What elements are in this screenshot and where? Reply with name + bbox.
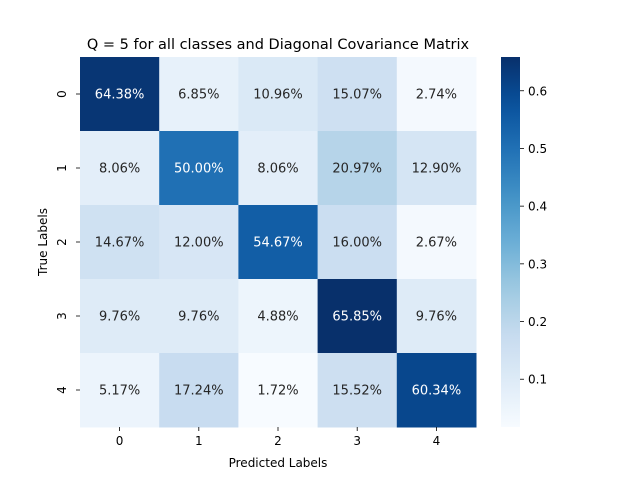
x-axis-label: Predicted Labels [229, 456, 328, 470]
cell-value-label: 2.67% [416, 236, 457, 251]
heatmap-cell [317, 57, 398, 132]
cell-value-label: 9.76% [178, 310, 219, 325]
heatmap-cell [159, 279, 239, 354]
heatmap-cell [396, 279, 477, 354]
heatmap-cell [80, 353, 160, 428]
cell-value-label: 8.06% [257, 162, 298, 177]
heatmap-cell [317, 279, 398, 354]
colorbar-tick-label: 0.5 [528, 142, 547, 156]
heatmap-cell [396, 205, 477, 280]
heatmap-cell [159, 57, 239, 132]
cell-value-label: 10.96% [253, 88, 303, 103]
cell-value-label: 64.38% [95, 88, 145, 103]
cell-value-label: 5.17% [99, 384, 140, 399]
y-tick-label: 3 [55, 312, 69, 320]
heatmap-cell [317, 131, 398, 206]
heatmap-cell [396, 131, 477, 206]
cell-value-label: 16.00% [332, 236, 382, 251]
cell-value-label: 15.07% [332, 88, 382, 103]
heatmap-cell [238, 279, 319, 354]
heatmap-cell [396, 353, 477, 428]
heatmap-cell [317, 353, 398, 428]
colorbar-tick-label: 0.6 [528, 84, 547, 98]
colorbar-tick-label: 0.1 [528, 373, 547, 387]
heatmap-cell [238, 131, 319, 206]
x-tick-label: 4 [433, 434, 441, 448]
cell-value-label: 8.06% [99, 162, 140, 177]
colorbar-tick-label: 0.2 [528, 315, 547, 329]
cell-value-label: 9.76% [99, 310, 140, 325]
heatmap-cell [159, 131, 239, 206]
y-tick-label: 1 [55, 164, 69, 172]
cell-value-label: 12.90% [412, 162, 462, 177]
heatmap-cell [80, 131, 160, 206]
colorbar-tick-label: 0.4 [528, 200, 547, 214]
cell-value-label: 17.24% [174, 384, 224, 399]
x-tick-label: 3 [353, 434, 361, 448]
x-tick-label: 0 [116, 434, 124, 448]
cell-value-label: 65.85% [332, 310, 382, 325]
x-tick-label: 1 [195, 434, 203, 448]
x-tick-label: 2 [274, 434, 282, 448]
y-tick-label: 2 [55, 238, 69, 246]
cell-value-label: 15.52% [332, 384, 382, 399]
cell-value-label: 54.67% [253, 236, 303, 251]
heatmap-cell [159, 205, 239, 280]
heatmap-cell [238, 57, 319, 132]
heatmap-cell [159, 353, 239, 428]
cell-value-label: 14.67% [95, 236, 145, 251]
heatmap-cell [317, 205, 398, 280]
heatmap-cell [80, 279, 160, 354]
cell-value-label: 50.00% [174, 162, 224, 177]
y-tick-label: 4 [55, 386, 69, 394]
cell-value-label: 1.72% [257, 384, 298, 399]
heatmap-cell [238, 205, 319, 280]
heatmap-cell [80, 205, 160, 280]
cell-value-label: 12.00% [174, 236, 224, 251]
cell-value-label: 20.97% [332, 162, 382, 177]
colorbar-tick-label: 0.3 [528, 257, 547, 271]
heatmap-cell [396, 57, 477, 132]
cell-value-label: 60.34% [412, 384, 462, 399]
cell-value-label: 6.85% [178, 88, 219, 103]
y-axis-label: True Labels [36, 208, 50, 277]
cell-value-label: 4.88% [257, 310, 298, 325]
chart-title: Q = 5 for all classes and Diagonal Covar… [87, 37, 470, 53]
cell-value-label: 2.74% [416, 88, 457, 103]
y-tick-label: 0 [55, 90, 69, 98]
colorbar [501, 57, 520, 427]
heatmap-cell [238, 353, 319, 428]
cell-value-label: 9.76% [416, 310, 457, 325]
heatmap-cell [80, 57, 160, 132]
